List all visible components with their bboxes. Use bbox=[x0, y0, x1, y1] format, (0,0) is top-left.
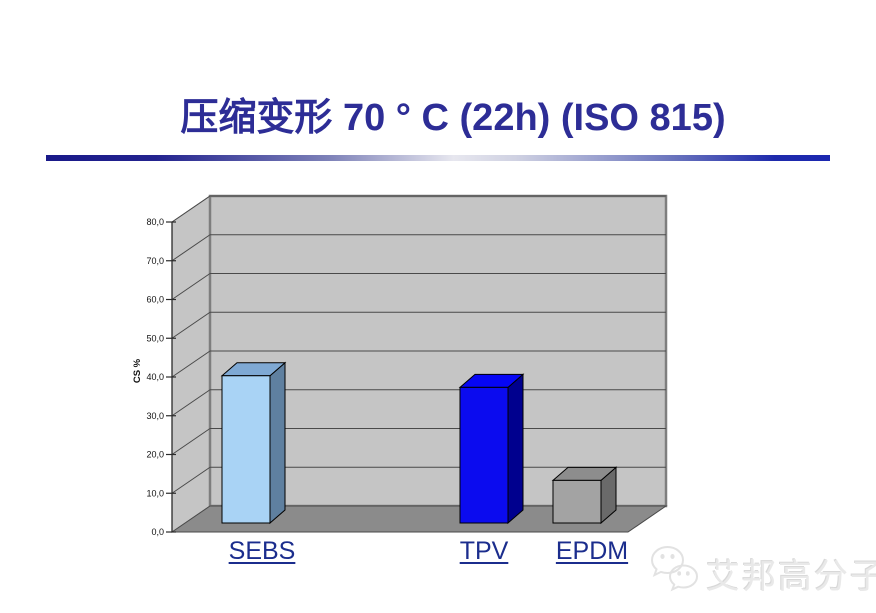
y-tick-label: 40,0 bbox=[146, 372, 164, 382]
y-tick-label: 60,0 bbox=[146, 295, 164, 305]
y-axis-title: CS % bbox=[132, 358, 143, 383]
bar-sebs bbox=[220, 361, 287, 525]
y-tick-label: 50,0 bbox=[146, 333, 164, 343]
watermark-text: 艾邦高分子 bbox=[706, 558, 876, 596]
bar-epdm-front-face bbox=[552, 479, 602, 524]
bar-epdm bbox=[551, 466, 618, 525]
category-label-sebs[interactable]: SEBS bbox=[228, 537, 296, 565]
bar-sebs-front-face bbox=[221, 375, 271, 524]
y-tick-label: 30,0 bbox=[146, 411, 164, 421]
gridline-side bbox=[171, 234, 211, 262]
category-label-tpv[interactable]: TPV bbox=[459, 537, 509, 565]
bar-tpv-front-face bbox=[459, 386, 509, 524]
gridline-side bbox=[171, 466, 211, 494]
bar-tpv bbox=[458, 373, 525, 525]
y-tick-label: 20,0 bbox=[146, 450, 164, 460]
title-divider-rule bbox=[46, 155, 830, 161]
y-tick-label: 10,0 bbox=[146, 488, 164, 498]
y-tick-label: 80,0 bbox=[146, 217, 164, 227]
y-tick-label: 0,0 bbox=[151, 527, 164, 537]
wechat-bubbles-icon bbox=[650, 545, 699, 592]
bar-tpv-side-face bbox=[507, 373, 524, 525]
gridline-side bbox=[171, 389, 211, 417]
y-tick-label: 70,0 bbox=[146, 256, 164, 266]
chart-floor bbox=[170, 505, 668, 533]
gridline-side bbox=[171, 273, 211, 300]
gridline-side bbox=[171, 350, 211, 378]
bar-sebs-side-face bbox=[269, 361, 286, 525]
gridline-side bbox=[171, 311, 211, 339]
watermark: 艾邦高分子 bbox=[644, 543, 876, 605]
gridline-side bbox=[171, 428, 211, 455]
gridline-side bbox=[171, 195, 211, 223]
category-label-epdm[interactable]: EPDM bbox=[555, 537, 629, 565]
page-title: 压缩变形 70 ° C (22h) (ISO 815) bbox=[180, 97, 726, 139]
